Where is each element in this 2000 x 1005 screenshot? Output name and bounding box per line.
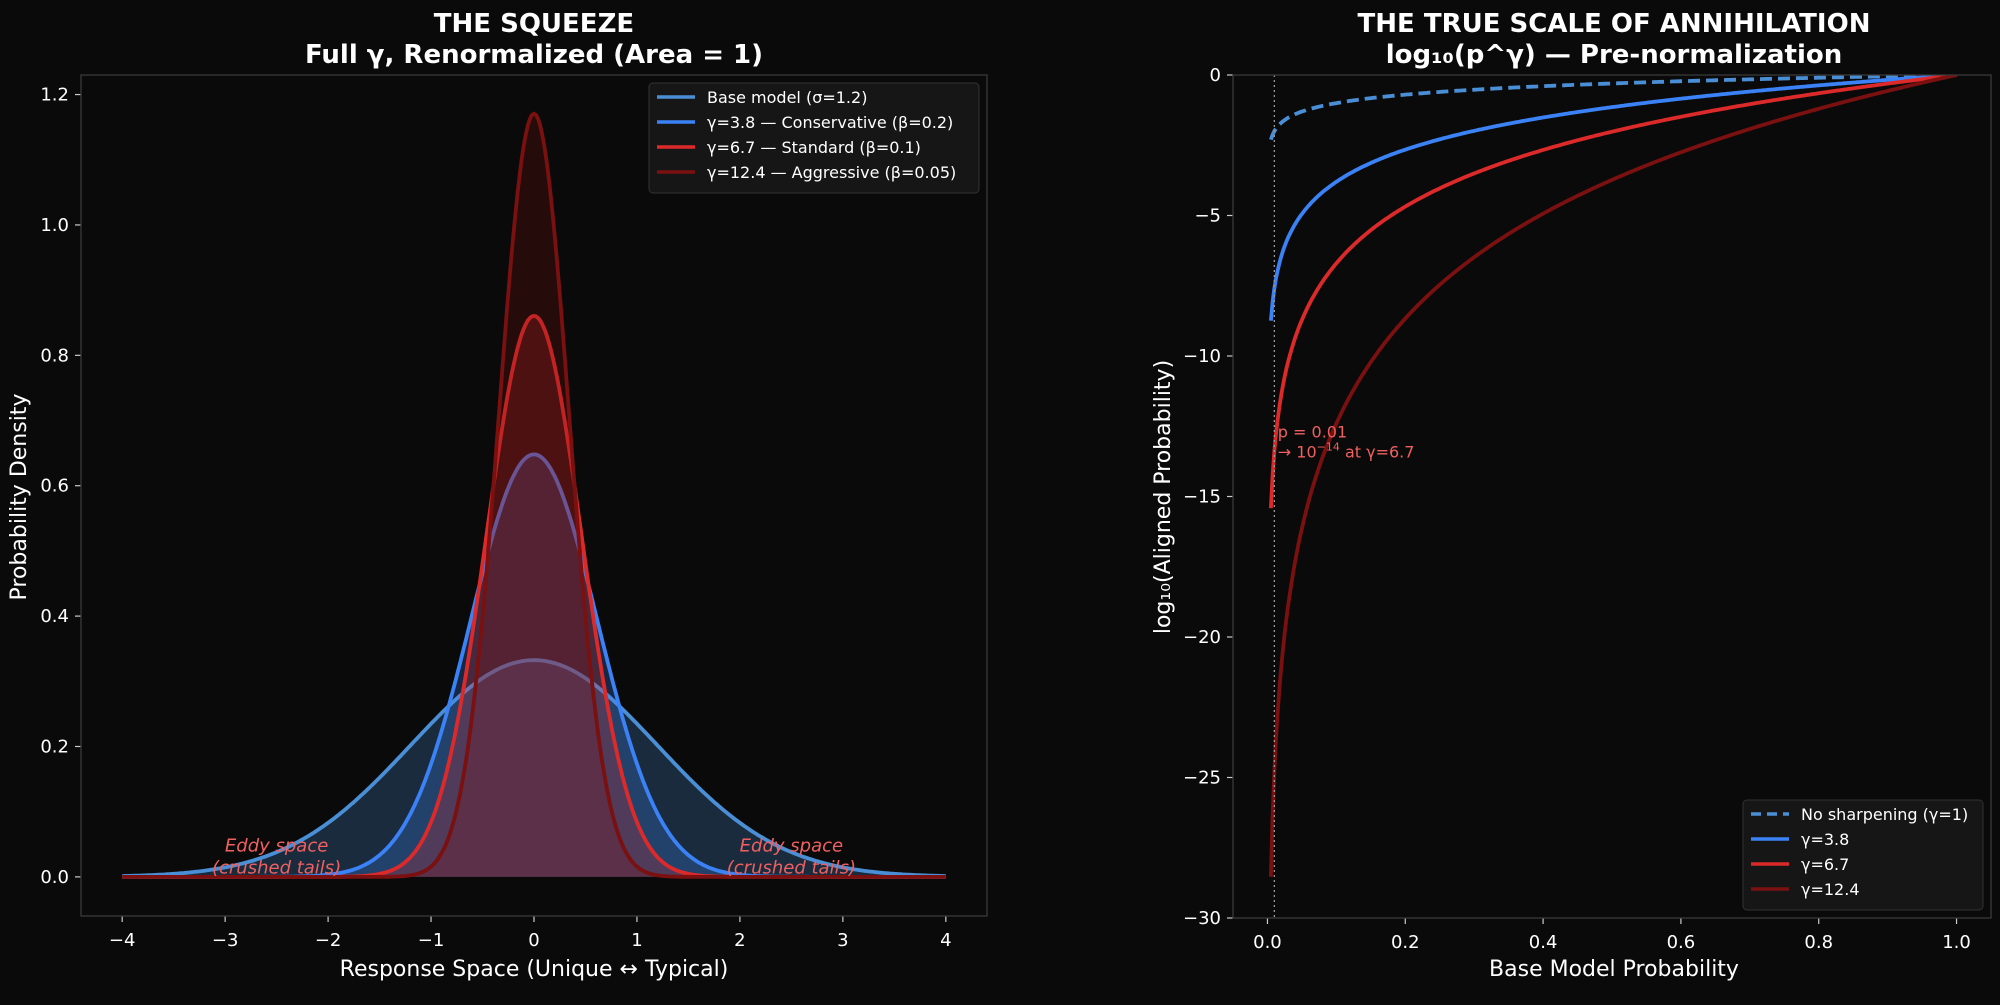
annotation-text: (crushed tails) bbox=[727, 857, 856, 878]
annotation-text: p = 0.01 bbox=[1278, 422, 1347, 441]
plot-area bbox=[1269, 75, 1957, 918]
legend-label: γ=6.7 bbox=[1801, 855, 1849, 874]
y-tick-label: 0.0 bbox=[40, 867, 69, 888]
squeeze-chart: THE SQUEEZE Full γ, Renormalized (Area =… bbox=[7, 9, 988, 982]
y-tick-label: 0 bbox=[1210, 65, 1221, 86]
x-tick-label: 0.2 bbox=[1391, 932, 1420, 953]
legend: No sharpening (γ=1) γ=3.8 γ=6.7 γ=12.4 bbox=[1742, 799, 1984, 911]
series-line bbox=[1269, 75, 1957, 509]
axes-frame bbox=[80, 74, 988, 917]
y-tick-label: 1.0 bbox=[40, 215, 69, 236]
legend-label: No sharpening (γ=1) bbox=[1801, 805, 1968, 824]
series-line bbox=[122, 658, 946, 878]
y-tick-label: −5 bbox=[1194, 206, 1221, 227]
x-axis-label: Response Space (Unique ↔ Typical) bbox=[340, 957, 729, 982]
x-tick-label: −1 bbox=[418, 930, 445, 951]
annotation-part: at γ=6.7 bbox=[1340, 442, 1415, 461]
annotation-part: → 10 bbox=[1278, 442, 1317, 461]
legend-label: γ=3.8 — Conservative (β=0.2) bbox=[707, 113, 953, 132]
x-tick-label: 2 bbox=[734, 930, 745, 951]
x-tick-label: 4 bbox=[940, 930, 951, 951]
x-tick-label: 1.0 bbox=[1942, 932, 1971, 953]
annotation-text: Eddy space bbox=[225, 835, 328, 856]
series-line bbox=[1269, 75, 1957, 321]
plot-area bbox=[122, 111, 946, 879]
y-tick-label: −20 bbox=[1183, 627, 1221, 648]
x-tick-label: −2 bbox=[315, 930, 342, 951]
y-tick-label: 0.2 bbox=[40, 736, 69, 757]
x-axis-label: Base Model Probability bbox=[1489, 957, 1739, 982]
legend: Base model (σ=1.2) γ=3.8 — Conservative (… bbox=[648, 82, 980, 194]
legend-label: γ=12.4 bbox=[1801, 880, 1860, 899]
annihilation-chart: THE TRUE SCALE OF ANNIHILATION log₁₀(p^γ… bbox=[1151, 9, 1992, 982]
x-tick-label: 3 bbox=[837, 930, 848, 951]
y-tick-label: −30 bbox=[1183, 908, 1221, 929]
legend-label: γ=12.4 — Aggressive (β=0.05) bbox=[707, 163, 956, 182]
chart-title: THE SQUEEZE bbox=[434, 9, 634, 39]
x-tick-label: −3 bbox=[212, 930, 239, 951]
series-fill bbox=[122, 315, 946, 877]
x-tick-label: 1 bbox=[631, 930, 642, 951]
chart-subtitle: Full γ, Renormalized (Area = 1) bbox=[305, 40, 763, 70]
x-tick-label: 0.6 bbox=[1667, 932, 1696, 953]
x-tick-label: 0.8 bbox=[1804, 932, 1833, 953]
x-tick-label: −4 bbox=[109, 930, 136, 951]
legend-box bbox=[648, 82, 980, 194]
annotation-text: → 10−14 at γ=6.7 bbox=[1278, 440, 1415, 461]
y-tick-label: −25 bbox=[1183, 768, 1221, 789]
legend-box bbox=[1742, 799, 1984, 911]
series-line bbox=[1269, 75, 1957, 141]
series-line bbox=[1269, 75, 1957, 877]
legend-label: Base model (σ=1.2) bbox=[707, 88, 867, 107]
axes-frame bbox=[1232, 74, 1992, 919]
x-tick-label: 0.0 bbox=[1253, 932, 1282, 953]
x-tick-label: 0.4 bbox=[1529, 932, 1558, 953]
y-tick-label: 0.6 bbox=[40, 476, 69, 497]
y-tick-label: 1.2 bbox=[40, 85, 69, 106]
legend-label: γ=6.7 — Standard (β=0.1) bbox=[707, 138, 921, 157]
annotation-text: Eddy space bbox=[740, 835, 843, 856]
x-tick-label: 0 bbox=[528, 930, 539, 951]
y-tick-label: −15 bbox=[1183, 487, 1221, 508]
series-fill bbox=[122, 113, 946, 877]
y-axis-label: log₁₀(Aligned Probability) bbox=[1151, 360, 1176, 634]
y-tick-label: 0.4 bbox=[40, 606, 69, 627]
annotation-text: (crushed tails) bbox=[212, 857, 341, 878]
series-line bbox=[122, 111, 946, 879]
y-tick-label: −10 bbox=[1183, 346, 1221, 367]
chart-subtitle: log₁₀(p^γ) — Pre-normalization bbox=[1386, 40, 1843, 70]
legend-label: γ=3.8 bbox=[1801, 830, 1849, 849]
y-axis-label: Probability Density bbox=[7, 394, 32, 601]
annotation-superscript: −14 bbox=[1317, 440, 1340, 453]
series-fill bbox=[122, 660, 946, 877]
series-fill bbox=[122, 454, 946, 877]
y-tick-label: 0.8 bbox=[40, 345, 69, 366]
chart-title: THE TRUE SCALE OF ANNIHILATION bbox=[1358, 9, 1871, 39]
